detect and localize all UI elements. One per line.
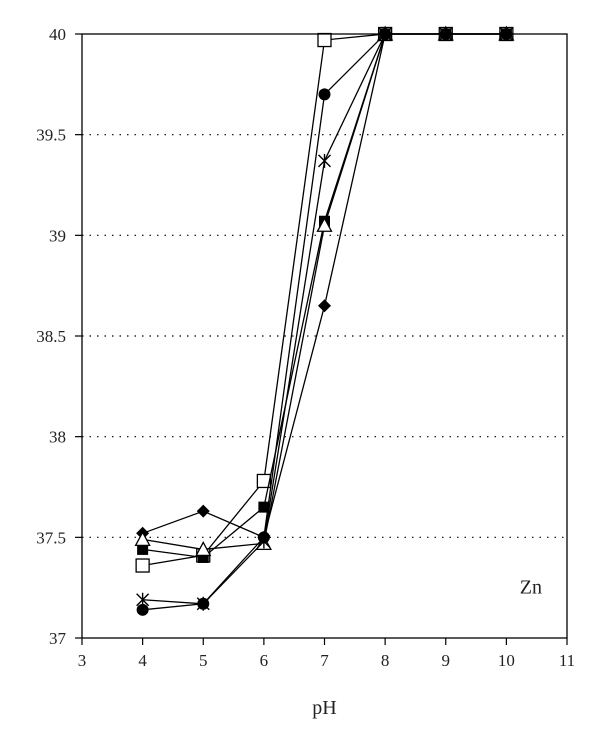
- x-tick-label-7: 7: [320, 651, 329, 670]
- y-tick-label-40: 40: [49, 25, 66, 44]
- point-triangle-open-4: [134, 530, 151, 546]
- x-tick-label-3: 3: [78, 651, 87, 670]
- point-square-filled-4: [137, 543, 149, 555]
- series-line-star-cross: [142, 33, 507, 605]
- x-tick-label-6: 6: [260, 651, 269, 670]
- y-tick-label-39: 39: [49, 226, 66, 245]
- point-square-filled-5: [197, 551, 209, 563]
- series-circle-filled: [136, 28, 513, 616]
- series-line-diamond-filled: [142, 33, 507, 539]
- point-circle-filled-5: [197, 597, 210, 610]
- y-tick-label-39.5: 39.5: [36, 126, 66, 145]
- point-star-cross-7: [318, 153, 331, 168]
- y-tick-label-37.5: 37.5: [36, 528, 66, 547]
- x-tick-label-5: 5: [199, 651, 208, 670]
- series-square-filled: [137, 28, 512, 563]
- y-tick-label-38: 38: [49, 428, 66, 447]
- point-square-filled-6: [258, 501, 270, 513]
- y-tick-label-38.5: 38.5: [36, 327, 66, 346]
- x-tick-label-4: 4: [138, 651, 147, 670]
- series-line-triangle-open: [142, 33, 507, 551]
- series-triangle-open: [134, 25, 515, 557]
- x-tick-label-9: 9: [442, 651, 451, 670]
- x-tick-label-10: 10: [498, 651, 515, 670]
- y-tick-labels: 37 37.5 38 38.5 39 39.5 40: [36, 25, 66, 648]
- plot-frame: [81, 33, 568, 639]
- series-star-cross: [136, 27, 513, 611]
- point-diamond-filled-7: [318, 299, 331, 313]
- series-layer: [134, 25, 515, 616]
- x-tick-labels: 3 4 5 6 7 8 9 10 11: [78, 651, 575, 670]
- point-diamond-filled-5: [196, 504, 210, 518]
- y-tick-label-37: 37: [49, 629, 67, 648]
- point-triangle-open-7: [316, 216, 333, 232]
- series-line-square-filled: [142, 33, 507, 559]
- point-triangle-open-5: [195, 541, 212, 557]
- point-square-open-4: [135, 558, 150, 573]
- x-tick-label-11: 11: [559, 651, 575, 670]
- series-line-circle-filled: [142, 33, 507, 611]
- series-diamond-filled: [136, 27, 513, 544]
- point-square-open-6: [256, 473, 272, 489]
- point-square-open-7: [317, 32, 332, 48]
- point-circle-filled-6: [257, 531, 270, 544]
- x-axis-title: pH: [312, 697, 336, 719]
- tick-marks: [75, 33, 568, 645]
- point-circle-filled-7: [318, 88, 331, 101]
- x-tick-label-8: 8: [381, 651, 390, 670]
- zn-annotation: Zn: [520, 577, 542, 599]
- point-circle-filled-4: [136, 603, 149, 616]
- gridlines: [82, 134, 567, 538]
